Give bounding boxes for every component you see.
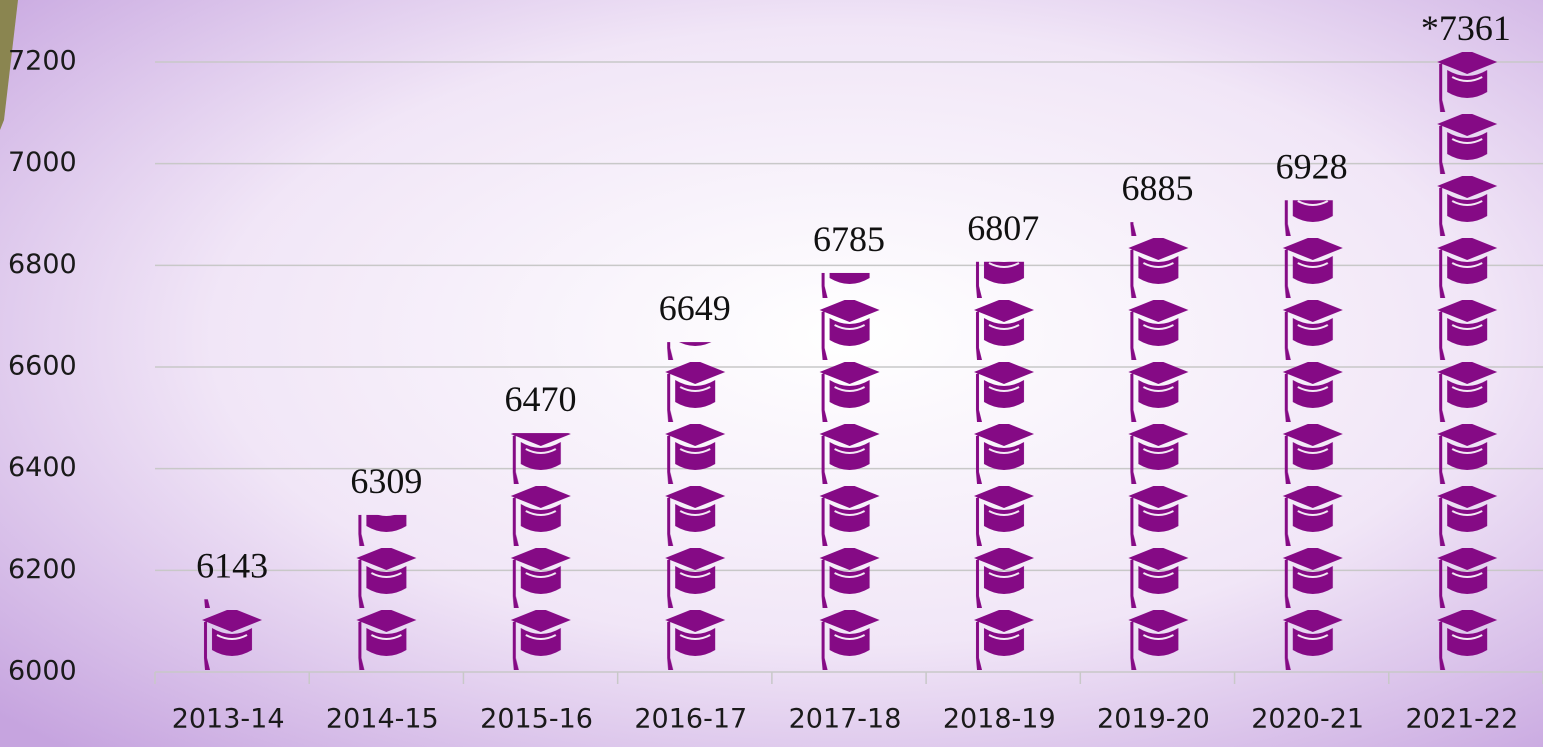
value-label: 6649 <box>659 288 731 328</box>
y-tick-label: 7200 <box>8 46 77 77</box>
x-tick-label: 2017-18 <box>789 704 902 735</box>
icon-bar <box>771 272 927 672</box>
x-tick-label: 2021-22 <box>1405 704 1518 735</box>
y-tick-label: 6800 <box>8 249 77 280</box>
value-label: 6928 <box>1276 146 1348 186</box>
icon-bar <box>617 342 772 672</box>
icon-bar <box>463 433 618 672</box>
y-tick-label: 6600 <box>8 351 77 382</box>
x-tick-label: 2018-19 <box>943 704 1056 735</box>
x-tick-label: 2013-14 <box>172 704 285 735</box>
icon-bar <box>1388 50 1543 672</box>
x-tick-label: 2019-20 <box>1097 704 1210 735</box>
icon-bar <box>926 261 1081 672</box>
x-tick-label: 2016-17 <box>634 704 747 735</box>
icon-bar <box>1080 222 1235 672</box>
y-tick-label: 6200 <box>8 554 77 585</box>
corner-stripe <box>0 0 18 130</box>
value-label: 6785 <box>813 219 885 259</box>
value-label: 6885 <box>1121 168 1193 208</box>
y-tick-label: 6000 <box>8 656 77 687</box>
icon-bar <box>1234 200 1389 672</box>
value-label: 6143 <box>196 545 268 585</box>
value-label: *7361 <box>1421 8 1511 48</box>
icon-bar <box>309 514 464 672</box>
value-label: 6807 <box>967 208 1039 248</box>
icon-bar <box>155 599 310 672</box>
value-label: 6309 <box>350 461 422 501</box>
value-label: 6470 <box>505 379 577 419</box>
y-tick-label: 7000 <box>8 147 77 178</box>
x-tick-label: 2020-21 <box>1251 704 1364 735</box>
x-tick-label: 2015-16 <box>480 704 593 735</box>
x-tick-label: 2014-15 <box>326 704 439 735</box>
y-tick-label: 6400 <box>8 452 77 483</box>
